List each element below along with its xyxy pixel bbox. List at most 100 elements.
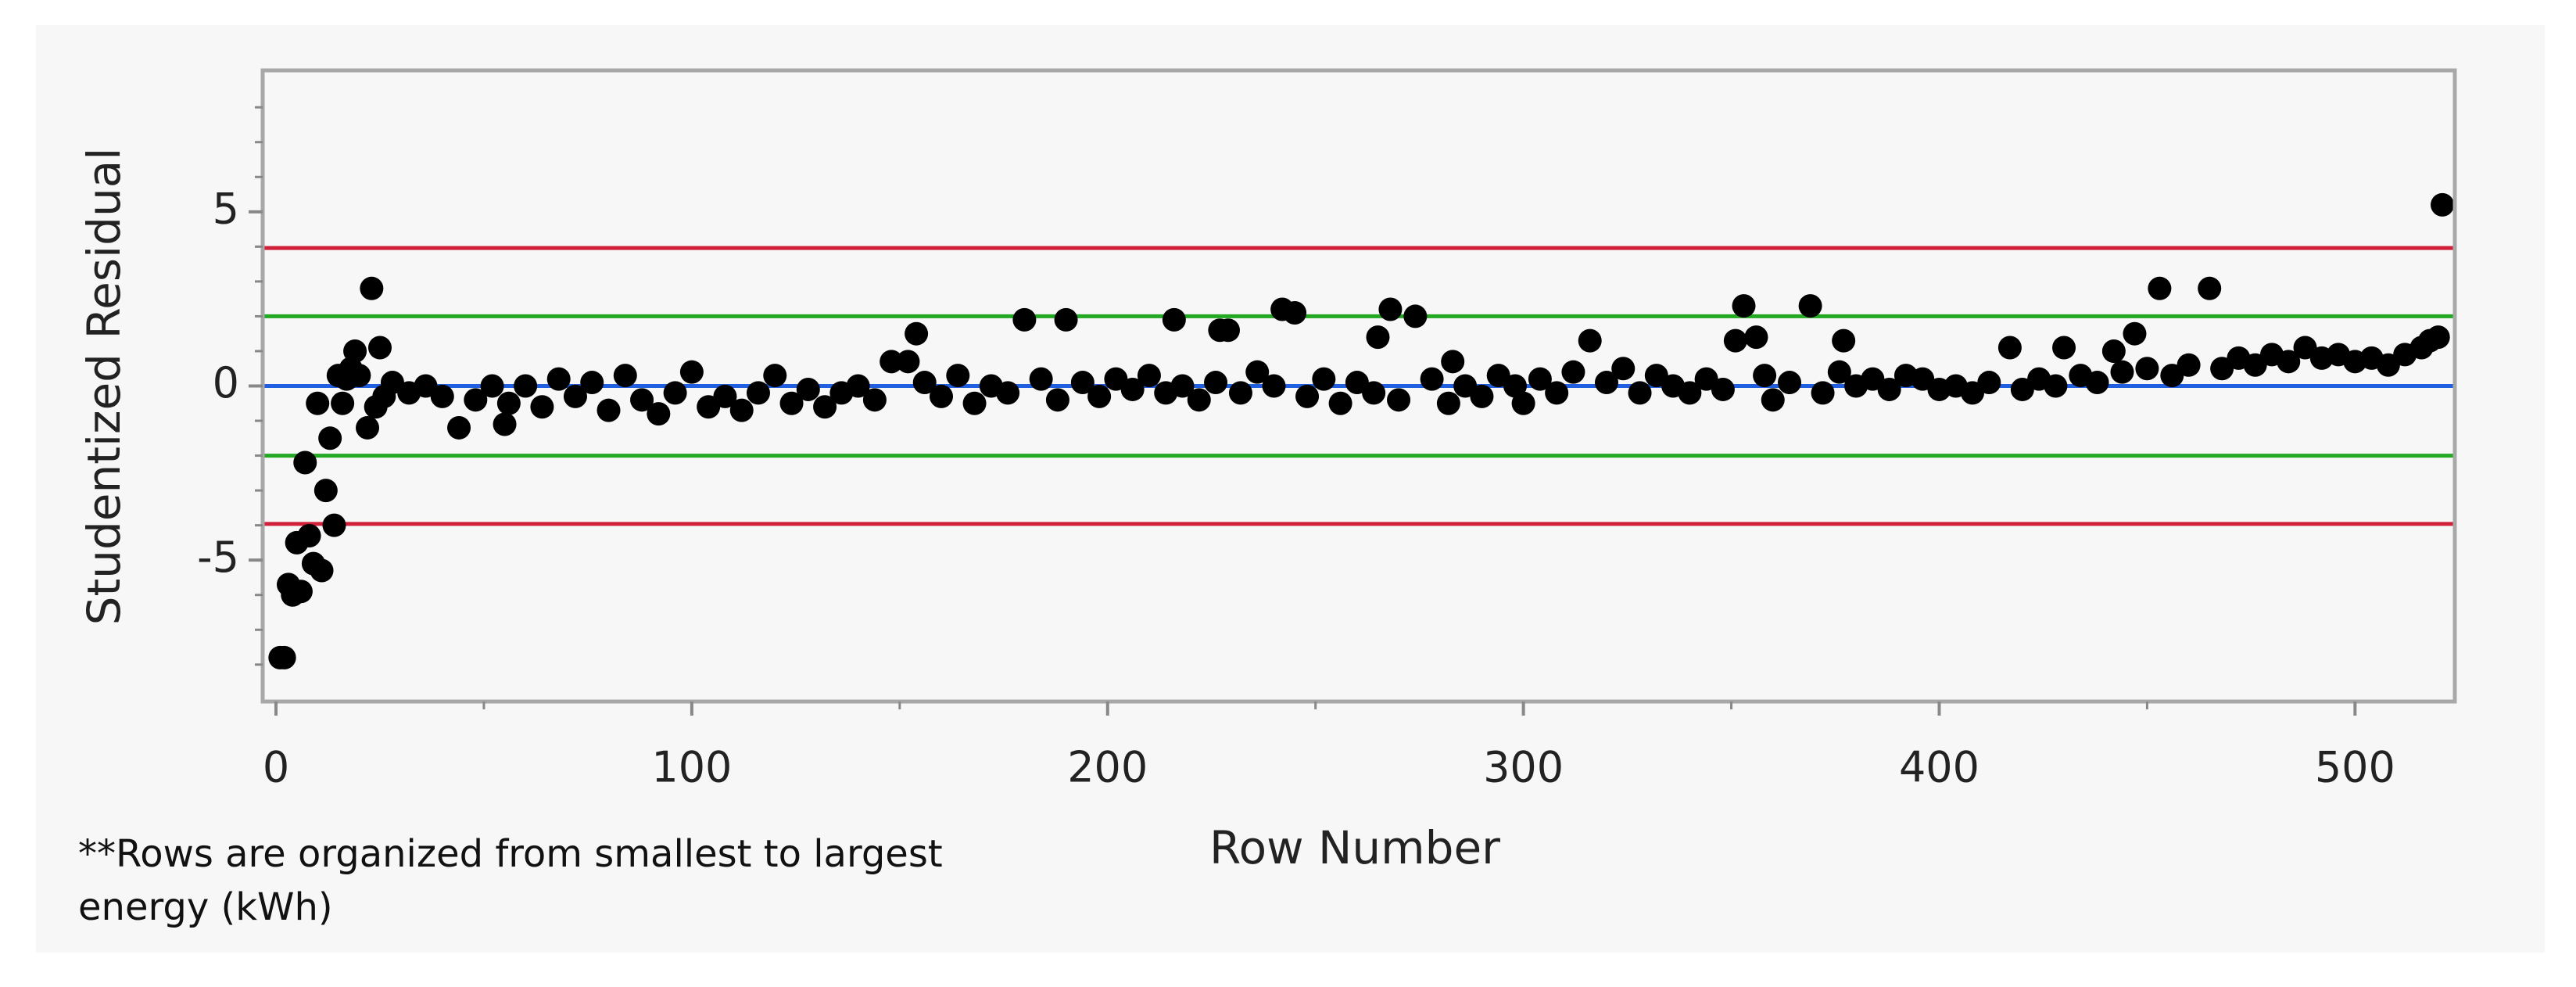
point [613,364,637,388]
footnote: **Rows are organized from smallest to la… [78,832,943,929]
point [1045,388,1069,412]
point [930,384,954,408]
point [2085,371,2109,395]
point [862,388,887,412]
point [2148,276,2172,300]
point [2044,374,2068,398]
point [272,645,296,669]
point [1420,367,1444,391]
point [563,384,587,408]
point [1328,391,1352,415]
y-tick-label: 5 [213,184,239,233]
point [1511,391,1535,415]
point [430,384,454,408]
x-tick-label: 0 [263,743,289,792]
point [1029,367,1053,391]
point [1387,388,1411,412]
point [496,391,521,415]
point [1628,381,1652,405]
point [2123,321,2147,346]
y-tick-label: 0 [213,358,239,407]
point [1545,381,1569,405]
points [268,192,2455,669]
point [447,415,471,440]
point [1744,325,1768,350]
point [1470,384,1494,408]
point [1187,388,1211,412]
x-axis-title: Row Number [1209,821,1500,874]
point [1723,328,1747,353]
point [480,374,504,398]
point [1778,371,1802,395]
point [1753,364,1777,388]
point [779,391,804,415]
point [546,367,571,391]
point [647,402,671,426]
point [729,398,754,422]
point [2277,350,2301,374]
point [1283,300,1307,325]
point [846,374,870,398]
point [2110,360,2134,384]
point [331,391,355,415]
point [996,381,1020,405]
point [343,339,367,363]
point [746,381,770,405]
point [288,580,313,604]
point [1012,307,1037,332]
x-tick-label: 200 [1067,743,1148,792]
point [2177,353,2201,377]
point [1811,381,1835,405]
point [1678,381,1702,405]
point [1503,374,1527,398]
point [306,391,330,415]
point [1832,328,1856,353]
point [2101,339,2126,363]
point [493,412,517,436]
point [1732,294,1756,318]
point [1295,384,1320,408]
point [313,479,338,503]
point [1436,391,1460,415]
point [1378,297,1403,321]
point [630,388,654,412]
point [464,388,488,412]
point [310,558,334,583]
point [322,513,346,537]
point [514,374,538,398]
point [1216,318,1240,343]
point [1977,371,2001,395]
point [1170,374,1195,398]
point [2198,276,2222,300]
point [679,360,704,384]
point [713,384,737,408]
y-tick-label: -5 [197,533,239,582]
point [530,395,554,419]
point [1827,360,1851,384]
point [763,364,787,388]
point [1711,377,1735,401]
point [356,415,380,440]
point [1228,381,1252,405]
point [1441,350,1465,374]
point [1054,307,1078,332]
x-tick-label: 300 [1483,743,1564,792]
point [1070,371,1095,395]
point [2052,336,2076,360]
point [1362,381,1386,405]
point [946,364,970,388]
point [2426,325,2450,350]
point [1137,364,1161,388]
chart-background [36,25,2545,953]
point [1798,294,1822,318]
point [813,395,837,419]
point [2135,357,2159,381]
point [1087,384,1112,408]
x-tick-label: 400 [1899,743,1979,792]
x-tick-label: 100 [651,743,732,792]
point [912,371,937,395]
y-axis-title: Studentized Residual [77,148,131,626]
point [367,336,392,360]
point [1245,360,1270,384]
